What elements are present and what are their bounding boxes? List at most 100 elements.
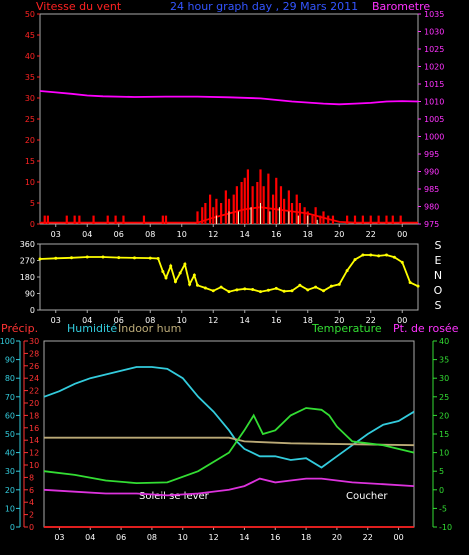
baro-y-tick-label: 985 xyxy=(424,185,439,194)
x-tick-label: 00 xyxy=(393,533,403,542)
wind-direction-point xyxy=(337,282,341,286)
wind-direction-point xyxy=(161,270,165,273)
precip-y-tick-label: 4 xyxy=(29,498,34,507)
precip-y-tick-label: 24 xyxy=(29,374,39,383)
precip-y-tick-label: 0 xyxy=(29,523,34,532)
wind-y-tick-label: 50 xyxy=(25,10,35,19)
humidity-y-tick-label: 0 xyxy=(10,523,15,532)
precip-y-tick-label: 22 xyxy=(29,387,39,396)
x-tick-label: 16 xyxy=(270,533,280,542)
x-tick-label: 22 xyxy=(363,533,373,542)
precip-y-tick-label: 30 xyxy=(29,337,39,346)
wind-direction-point xyxy=(353,258,357,262)
humidity-y-tick-label: 20 xyxy=(5,486,15,495)
temperature-y-tick-label: 15 xyxy=(439,430,449,439)
humidity-y-tick-label: 60 xyxy=(5,411,15,420)
x-tick-label: 18 xyxy=(301,533,311,542)
wind-y-tick-label: 15 xyxy=(25,157,35,166)
x-tick-label: 08 xyxy=(145,230,155,239)
wind-direction-point xyxy=(361,253,365,257)
wind-direction-point xyxy=(164,276,168,280)
wind-direction-point xyxy=(369,253,373,257)
direction-plot-frame xyxy=(39,243,419,311)
humidity-y-tick-label: 90 xyxy=(5,356,15,365)
wind-direction-point xyxy=(54,256,58,260)
wind-direction-point xyxy=(133,256,136,260)
x-tick-label: 06 xyxy=(114,230,124,239)
wind-y-tick-label: 0 xyxy=(30,220,35,229)
precip-y-tick-label: 6 xyxy=(29,486,34,495)
wind-direction-point xyxy=(196,283,199,287)
humidity-y-tick-label: 30 xyxy=(5,467,15,476)
wind-direction-point xyxy=(235,288,239,292)
wind-direction-point xyxy=(183,262,187,266)
x-tick-label: 10 xyxy=(177,316,187,325)
wind-direction-point xyxy=(38,257,42,261)
temperature-y-tick-label: 35 xyxy=(439,356,449,365)
direction-y-tick-label: 180 xyxy=(20,273,35,282)
x-tick-label: 14 xyxy=(240,316,250,325)
precip-y-tick-label: 18 xyxy=(29,411,39,420)
wind-direction-point xyxy=(178,271,182,275)
wind-direction-point xyxy=(377,254,381,258)
indoor-humidity-series-line xyxy=(44,436,415,447)
wind-y-tick-label: 10 xyxy=(25,178,35,187)
wind-direction-point xyxy=(408,281,412,284)
legend-indoor-hum: Indoor hum xyxy=(118,322,181,335)
x-tick-label: 04 xyxy=(85,533,95,542)
wind-direction-point xyxy=(385,253,388,257)
temperature-y-tick-label: 25 xyxy=(439,393,449,402)
temperature-y-tick-label: 30 xyxy=(439,374,449,383)
baro-y-tick-label: 990 xyxy=(424,168,439,177)
humidity-y-tick-label: 70 xyxy=(5,393,15,402)
baro-y-tick-label: 1015 xyxy=(424,80,444,89)
temperature-y-tick-label: -5 xyxy=(439,504,447,513)
x-tick-label: 10 xyxy=(177,230,187,239)
humidity-y-tick-label: 40 xyxy=(5,449,15,458)
x-tick-label: 20 xyxy=(334,316,344,325)
wind-axis-label: Vitesse du vent xyxy=(36,0,122,13)
x-tick-label: 08 xyxy=(147,533,157,542)
x-tick-label: 18 xyxy=(303,230,313,239)
wind-direction-point xyxy=(416,284,420,288)
wind-direction-point xyxy=(259,290,262,294)
compass-letter: S xyxy=(435,299,442,312)
compass-letter: O xyxy=(434,284,443,297)
precip-y-tick-label: 2 xyxy=(29,511,34,520)
wind-direction-point xyxy=(211,289,215,293)
temperature-y-tick-label: 0 xyxy=(439,486,444,495)
wind-direction-point xyxy=(274,286,278,290)
x-tick-label: 00 xyxy=(397,316,407,325)
wind-direction-point xyxy=(243,287,247,291)
wind-direction-point xyxy=(392,255,396,259)
legend-temperature: Temperature xyxy=(311,322,382,335)
wind-y-tick-label: 20 xyxy=(25,136,35,145)
wind-y-tick-label: 35 xyxy=(25,73,35,82)
direction-y-tick-label: 270 xyxy=(20,257,35,266)
precip-y-tick-label: 20 xyxy=(29,399,39,408)
baro-y-tick-label: 1000 xyxy=(424,133,444,142)
baro-y-tick-label: 1035 xyxy=(424,10,444,19)
wind-direction-point xyxy=(306,288,310,292)
x-tick-label: 18 xyxy=(303,316,313,325)
x-tick-label: 03 xyxy=(51,230,61,239)
wind-pane: Vitesse du vent 24 hour graph day , 29 M… xyxy=(25,0,445,239)
wind-direction-point xyxy=(203,286,207,290)
x-tick-label: 03 xyxy=(54,533,64,542)
precip-y-tick-label: 14 xyxy=(29,436,39,445)
legend-dewpoint: Pt. de rosée xyxy=(393,322,459,335)
x-tick-label: 20 xyxy=(332,533,342,542)
baro-y-tick-label: 975 xyxy=(424,220,439,229)
sunset-annotation: Coucher xyxy=(346,491,388,502)
baro-y-tick-label: 980 xyxy=(424,203,439,212)
baro-y-tick-label: 995 xyxy=(424,150,439,159)
compass-letter: N xyxy=(434,269,442,282)
barometer-axis-label: Barometre xyxy=(372,0,430,13)
sunrise-annotation: Soleil se lever xyxy=(139,491,210,502)
wind-y-tick-label: 45 xyxy=(25,31,35,40)
wind-plot-frame xyxy=(39,13,419,225)
wind-direction-point xyxy=(322,289,325,293)
wind-direction-point xyxy=(148,256,152,260)
temperature-y-tick-label: 40 xyxy=(439,337,449,346)
